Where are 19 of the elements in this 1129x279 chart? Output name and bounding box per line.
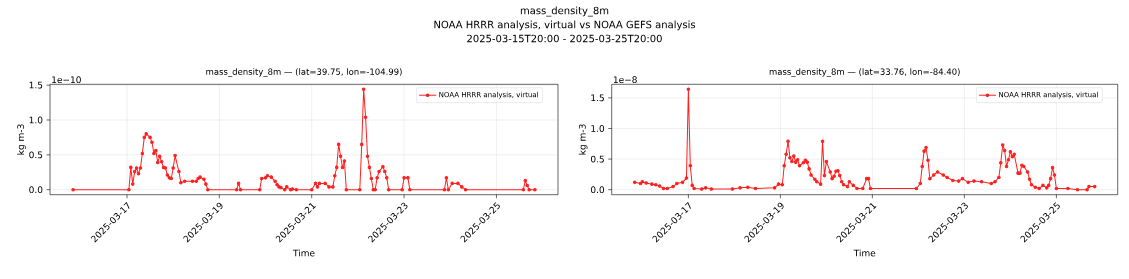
text: 2025-03-15T20:00 - 2025-03-25T20:00 [467, 34, 662, 43]
text: 1e−8 [613, 76, 637, 84]
y-tick-label: 1.5 [591, 94, 604, 102]
chart-title: mass_density_8m — (lat=33.76, lon=-84.40) [769, 68, 960, 77]
text: mass_density_8m [520, 6, 609, 17]
y-tick-label: 0.5 [29, 151, 43, 159]
y-axis-title: kg m-3 [578, 124, 588, 155]
y-tick-label: 0.5 [590, 155, 604, 163]
y-axis-title: kg m-3 [17, 124, 26, 155]
text: NOAA HRRR analysis, virtual vs NOAA GEFS analysis [434, 20, 696, 31]
chart-title: mass_density_8m — (lat=39.75, lon=-104.99) [206, 68, 402, 77]
y-tick-label: 0.0 [29, 186, 43, 194]
x-axis-title: Time [853, 249, 876, 257]
y-tick-label: 0.0 [590, 186, 605, 194]
y-tick-label: 1.0 [29, 116, 43, 124]
x-axis-title: Time [292, 249, 315, 257]
text: 1e−10 [52, 76, 81, 84]
y-tick-label: 1.0 [591, 125, 605, 132]
y-tick-label: 1.5 [29, 81, 43, 89]
